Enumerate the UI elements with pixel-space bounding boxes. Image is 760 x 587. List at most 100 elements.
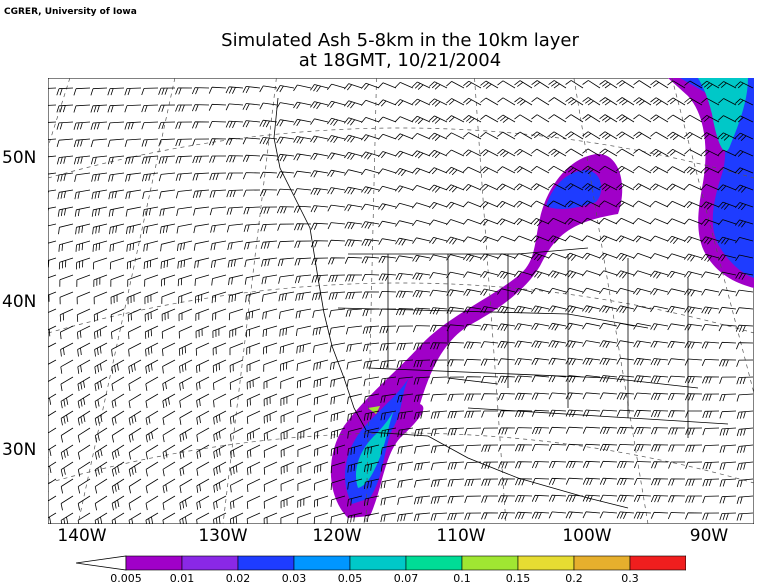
- wind-barb: [311, 240, 329, 248]
- wind-barb: [213, 393, 227, 408]
- wind-barb: [297, 461, 312, 474]
- wind-barb: [94, 376, 108, 392]
- wind-barb: [548, 131, 567, 140]
- wind-barb: [531, 80, 550, 89]
- wind-barb: [175, 87, 193, 95]
- wind-barb: [141, 87, 159, 96]
- wind-barb: [736, 512, 754, 521]
- wind-barb: [616, 357, 635, 365]
- wind-barb: [514, 392, 533, 401]
- wind-barb: [343, 83, 363, 91]
- colorbar-label: 0.01: [169, 572, 195, 585]
- wind-barb: [279, 325, 295, 337]
- wind-barb: [701, 359, 720, 366]
- wind-barb: [196, 512, 210, 524]
- wind-barb: [531, 305, 550, 314]
- wind-barb: [361, 186, 380, 195]
- wind-barb: [462, 218, 482, 225]
- wind-barb: [91, 206, 108, 217]
- wind-barb: [463, 184, 482, 191]
- wind-barb: [380, 495, 397, 506]
- wind-barb: [327, 152, 346, 160]
- wind-barb: [141, 155, 159, 165]
- wind-barb: [312, 308, 329, 318]
- wind-barb: [141, 121, 159, 130]
- wind-barb: [548, 494, 567, 502]
- wind-barb: [161, 308, 176, 322]
- wind-barb: [263, 427, 278, 441]
- wind-barb: [327, 135, 346, 144]
- wind-barb: [280, 410, 295, 424]
- wind-barb: [109, 257, 125, 270]
- longitude-line: [474, 78, 507, 524]
- wind-barb: [719, 410, 737, 419]
- wind-barb: [175, 189, 193, 199]
- wind-barb: [261, 291, 278, 302]
- wind-barb: [246, 325, 261, 338]
- wind-barb: [650, 340, 669, 348]
- wind-barb: [530, 270, 550, 279]
- wind-barb: [565, 235, 584, 242]
- wind-barb: [650, 305, 669, 313]
- wind-barb: [208, 121, 227, 129]
- wind-barb: [228, 291, 244, 303]
- wind-barb: [379, 308, 396, 316]
- wind-barb: [60, 427, 74, 443]
- wind-barb: [684, 323, 703, 331]
- wind-barb: [650, 131, 669, 140]
- wind-barb: [531, 200, 550, 208]
- wind-barb: [176, 223, 193, 234]
- wind-barb: [717, 201, 737, 210]
- wind-barb: [565, 200, 584, 208]
- wind-barb: [668, 427, 686, 435]
- wind-barb: [735, 98, 754, 106]
- wind-barb: [77, 444, 91, 460]
- wind-barb: [194, 257, 210, 269]
- wind-barb: [378, 203, 397, 211]
- wind-barb: [735, 237, 754, 244]
- wind-barb: [329, 325, 346, 335]
- wind-barb: [633, 323, 652, 330]
- wind-barb: [413, 495, 431, 505]
- wind-barb: [548, 287, 567, 295]
- wind-barb: [463, 324, 482, 331]
- graticule: [48, 78, 754, 524]
- lon-label: 140W: [57, 526, 107, 546]
- wind-barb: [111, 427, 125, 443]
- wind-barb: [362, 308, 380, 317]
- wind-barb: [213, 512, 227, 524]
- wind-barb: [196, 376, 210, 391]
- colorbar-swatch: [181, 555, 239, 571]
- wind-barb: [735, 307, 754, 315]
- wind-barb: [162, 512, 176, 524]
- wind-barb: [178, 325, 193, 339]
- wind-barb: [463, 341, 482, 349]
- wind-barb: [736, 376, 754, 385]
- wind-barb: [531, 235, 550, 243]
- wind-barb: [413, 376, 431, 385]
- wind-barb: [276, 171, 295, 179]
- wind-barb: [276, 136, 295, 144]
- wind-barb: [616, 409, 635, 417]
- wind-barb: [295, 325, 312, 337]
- wind-barb: [280, 427, 295, 441]
- wind-barb: [246, 342, 261, 355]
- wind-barb: [650, 235, 669, 242]
- wind-barb: [667, 358, 686, 366]
- wind-barb: [128, 393, 142, 409]
- wind-barb: [344, 186, 363, 195]
- wind-barb: [59, 274, 74, 287]
- wind-barb: [497, 375, 516, 384]
- wind-barb: [361, 221, 380, 229]
- wind-barb: [327, 239, 346, 247]
- wind-barb: [361, 203, 380, 211]
- wind-barb: [310, 205, 329, 213]
- wind-barb: [73, 104, 91, 113]
- wind-barb: [582, 305, 601, 314]
- map-panel: [48, 78, 754, 524]
- wind-barb: [193, 223, 210, 234]
- wind-barb: [599, 443, 618, 452]
- wind-barb: [701, 341, 720, 349]
- wind-barb: [565, 165, 584, 175]
- wind-barb: [684, 114, 703, 123]
